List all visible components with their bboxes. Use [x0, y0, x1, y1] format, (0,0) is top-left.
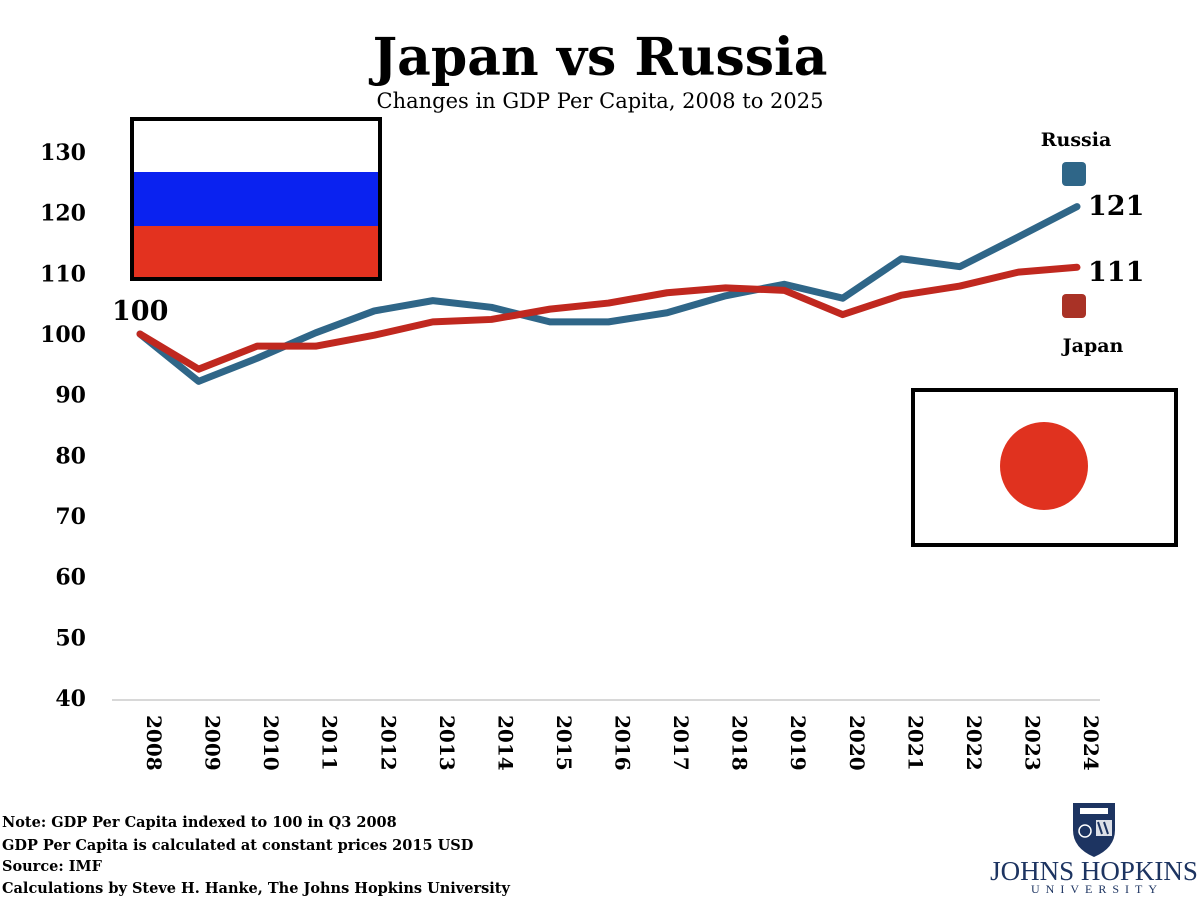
- legend-japan-label: Japan: [1061, 335, 1124, 357]
- y-tick-label: 110: [40, 261, 86, 287]
- note-line: Source: IMF: [2, 858, 103, 875]
- x-axis: 2008 2009 2010 2011 2012 2013 2014 2015 2016 2017…: [142, 715, 1103, 771]
- legend-russia-label: Russia: [1041, 129, 1112, 151]
- y-tick-label: 80: [55, 443, 86, 469]
- x-tick-label: 2010: [259, 715, 283, 771]
- legend-russia-swatch: [1062, 162, 1086, 186]
- johns-hopkins-logo: JOHNS HOPKINS UNIVERSITY: [990, 803, 1198, 896]
- russia-flag: [130, 117, 382, 281]
- x-tick-label: 2014: [493, 715, 517, 771]
- chart-subtitle: Changes in GDP Per Capita, 2008 to 2025: [377, 89, 824, 113]
- y-tick-label: 100: [40, 322, 86, 348]
- x-tick-label: 2021: [903, 715, 927, 771]
- series-line-japan: [136, 263, 1081, 373]
- japan-end-label: 111: [1088, 257, 1144, 288]
- series-line-russia: [136, 203, 1081, 385]
- x-tick-label: 2008: [142, 715, 166, 771]
- x-tick-label: 2019: [786, 715, 810, 771]
- y-tick-label: 70: [55, 504, 86, 530]
- series-lines: [136, 203, 1081, 385]
- logo-subtext: UNIVERSITY: [1031, 882, 1163, 896]
- legend: Russia Japan: [1041, 129, 1124, 357]
- x-tick-label: 2023: [1020, 715, 1044, 771]
- japan-flag: [911, 388, 1178, 547]
- x-tick-label: 2024: [1079, 715, 1103, 771]
- x-tick-label: 2018: [728, 715, 752, 771]
- notes: Note: GDP Per Capita indexed to 100 in Q…: [2, 814, 510, 897]
- logo-text: JOHNS HOPKINS: [990, 856, 1198, 886]
- y-tick-label: 120: [40, 201, 86, 227]
- x-tick-label: 2015: [552, 715, 576, 771]
- start-value-label: 100: [112, 296, 168, 327]
- x-tick-label: 2013: [435, 715, 459, 771]
- note-line: Note: GDP Per Capita indexed to 100 in Q…: [2, 814, 397, 831]
- y-tick-label: 130: [40, 140, 86, 166]
- y-axis: 40 50 60 70 80 90 100 110 120 130: [40, 140, 86, 712]
- x-tick-label: 2016: [611, 715, 635, 771]
- x-tick-label: 2012: [376, 715, 400, 771]
- x-tick-label: 2020: [845, 715, 869, 771]
- x-tick-label: 2011: [318, 715, 342, 771]
- x-tick-label: 2017: [669, 715, 693, 771]
- y-tick-label: 60: [55, 565, 86, 591]
- note-line: Calculations by Steve H. Hanke, The John…: [2, 880, 510, 897]
- russia-end-label: 121: [1088, 191, 1144, 222]
- x-tick-label: 2022: [962, 715, 986, 771]
- y-tick-label: 50: [55, 625, 86, 651]
- chart-title: Japan vs Russia: [369, 27, 828, 88]
- x-tick-label: 2009: [201, 715, 225, 771]
- y-tick-label: 90: [55, 383, 86, 409]
- y-tick-label: 40: [55, 686, 86, 712]
- note-line: GDP Per Capita is calculated at constant…: [2, 837, 473, 854]
- legend-japan-swatch: [1062, 294, 1086, 318]
- shield-icon: [1073, 803, 1115, 857]
